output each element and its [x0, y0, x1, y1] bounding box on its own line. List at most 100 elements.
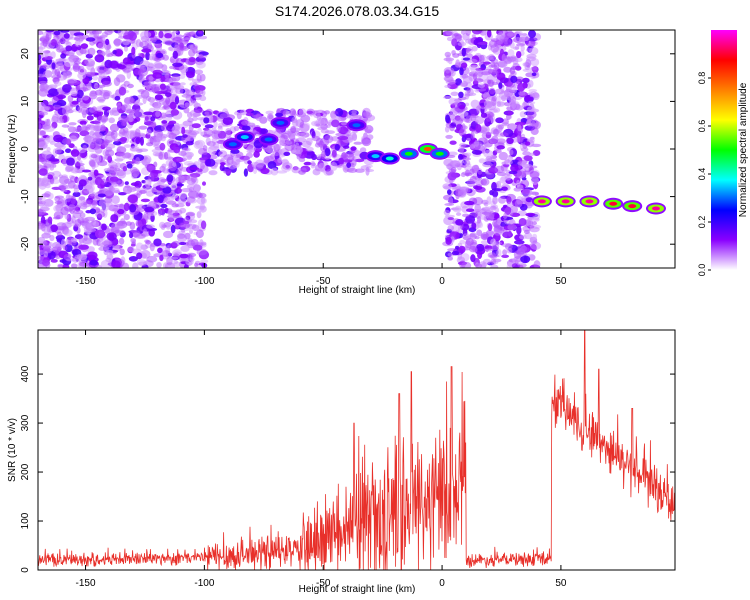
spectrogram-cell: [162, 40, 174, 45]
spectrogram-cell: [173, 146, 181, 154]
spectrogram-cell: [146, 142, 154, 147]
spectrogram-cell: [152, 72, 163, 79]
spectrogram-cell: [90, 154, 98, 159]
spectrogram-cell: [144, 118, 149, 125]
spectrogram-cell: [137, 94, 143, 99]
ridge-core: [423, 147, 432, 151]
spectrogram-cell: [475, 123, 482, 133]
spectrogram-cell: [122, 104, 128, 109]
spectrogram-cell: [164, 73, 170, 79]
spectrogram-cell: [158, 208, 162, 217]
spectrogram-cell: [64, 244, 73, 253]
spectrogram-cell: [43, 226, 52, 236]
spectrogram-cell: [152, 170, 162, 174]
spectrogram-cell: [445, 134, 453, 139]
spectrogram-cell: [38, 64, 48, 68]
spectrogram-cell: [121, 220, 127, 224]
spectrogram-y-tick-label: -10: [20, 189, 31, 204]
spectrogram-cell: [471, 164, 480, 174]
spectrogram-cell: [517, 82, 526, 92]
spectrogram-cell: [195, 171, 203, 175]
spectrogram-cell: [127, 194, 138, 204]
spectrogram-cell: [217, 127, 223, 131]
spectrogram-cell: [130, 169, 141, 177]
colorbar: 0.0 0.2 0.4 0.6 0.8 Normalized spectral ampl…: [697, 30, 749, 276]
spectrogram-cell: [519, 234, 527, 240]
spectrogram-cell: [325, 169, 334, 176]
spectrogram-x-tick-label: -100: [194, 276, 214, 287]
spectrogram-cell: [531, 72, 537, 77]
spectrogram-cell: [112, 183, 118, 188]
spectrogram-cell: [115, 162, 122, 170]
spectrogram-ridge: [222, 116, 666, 215]
spectrogram-cell: [324, 110, 330, 115]
spectrogram-cell: [75, 128, 80, 133]
spectrogram-cell: [131, 186, 141, 191]
spectrogram-cell: [92, 75, 99, 81]
spectrogram-cell: [85, 37, 96, 42]
spectrogram-cell: [162, 168, 170, 174]
spectrogram-cell: [69, 135, 77, 142]
spectrogram-cell: [532, 150, 541, 156]
spectrogram-cell: [497, 219, 502, 226]
spectrogram-cell: [186, 198, 198, 204]
spectrogram-cell: [528, 80, 534, 88]
spectrogram-cell: [346, 162, 352, 169]
spectrogram-cell: [502, 249, 507, 256]
spectrogram-cell: [490, 264, 499, 268]
spectrogram-cell: [473, 78, 484, 83]
spectrogram-cell: [200, 161, 206, 170]
spectrogram-cell: [115, 225, 125, 229]
spectrogram-cell: [222, 117, 234, 125]
spectrogram-cell: [116, 63, 123, 68]
spectrogram-cell: [79, 190, 90, 196]
spectrogram-cell: [272, 150, 281, 157]
spectrogram-cell: [148, 53, 155, 61]
spectrogram-cell: [331, 119, 340, 128]
spectrogram-cell: [146, 42, 153, 50]
spectrogram-cell: [528, 30, 536, 38]
spectrogram-cell: [146, 224, 155, 229]
spectrogram-cell: [481, 232, 489, 241]
spectrogram-cell: [218, 122, 226, 128]
spectrogram-cell: [514, 121, 526, 126]
spectrogram-cell: [351, 109, 357, 115]
spectrogram-cell: [153, 105, 160, 111]
spectrogram-cell: [471, 30, 482, 35]
spectrogram-cell: [263, 156, 270, 164]
snr-y-tick-label: 400: [20, 365, 31, 382]
spectrogram-cell: [157, 194, 164, 204]
spectrogram-cell: [164, 196, 171, 201]
spectrogram-cell: [203, 117, 210, 124]
spectrogram-cell: [65, 164, 74, 172]
spectrogram-y-tick-label: -20: [20, 237, 31, 252]
spectrogram-cell: [94, 264, 103, 268]
spectrogram-cell: [78, 179, 87, 187]
spectrogram-cell: [458, 104, 465, 110]
spectrogram-cell: [76, 89, 84, 99]
spectrogram-cell: [38, 197, 43, 201]
spectrogram-cell: [446, 36, 454, 42]
spectrogram-cell: [450, 91, 459, 97]
spectrogram-cell: [494, 213, 500, 219]
spectrogram-cell: [349, 131, 357, 139]
spectrogram-cell: [223, 169, 232, 174]
spectrogram-cell: [352, 114, 363, 119]
spectrogram-cell: [235, 158, 245, 162]
spectrogram-cell: [470, 131, 475, 140]
spectrogram-cell: [160, 223, 166, 230]
spectrogram-cell: [138, 125, 148, 130]
spectrogram-cell: [164, 152, 169, 160]
spectrogram-cell: [493, 40, 503, 48]
spectrogram-cell: [145, 240, 151, 245]
spectrogram-cell: [124, 185, 131, 189]
spectrogram-cell: [469, 144, 476, 149]
spectrogram-cell: [458, 146, 465, 154]
spectrogram-cell: [494, 88, 505, 95]
spectrogram-cell: [48, 158, 60, 162]
spectrogram-cell: [72, 191, 81, 197]
spectrogram-cell: [38, 226, 44, 230]
spectrogram-cell: [486, 196, 492, 205]
spectrogram-cell: [55, 81, 62, 87]
